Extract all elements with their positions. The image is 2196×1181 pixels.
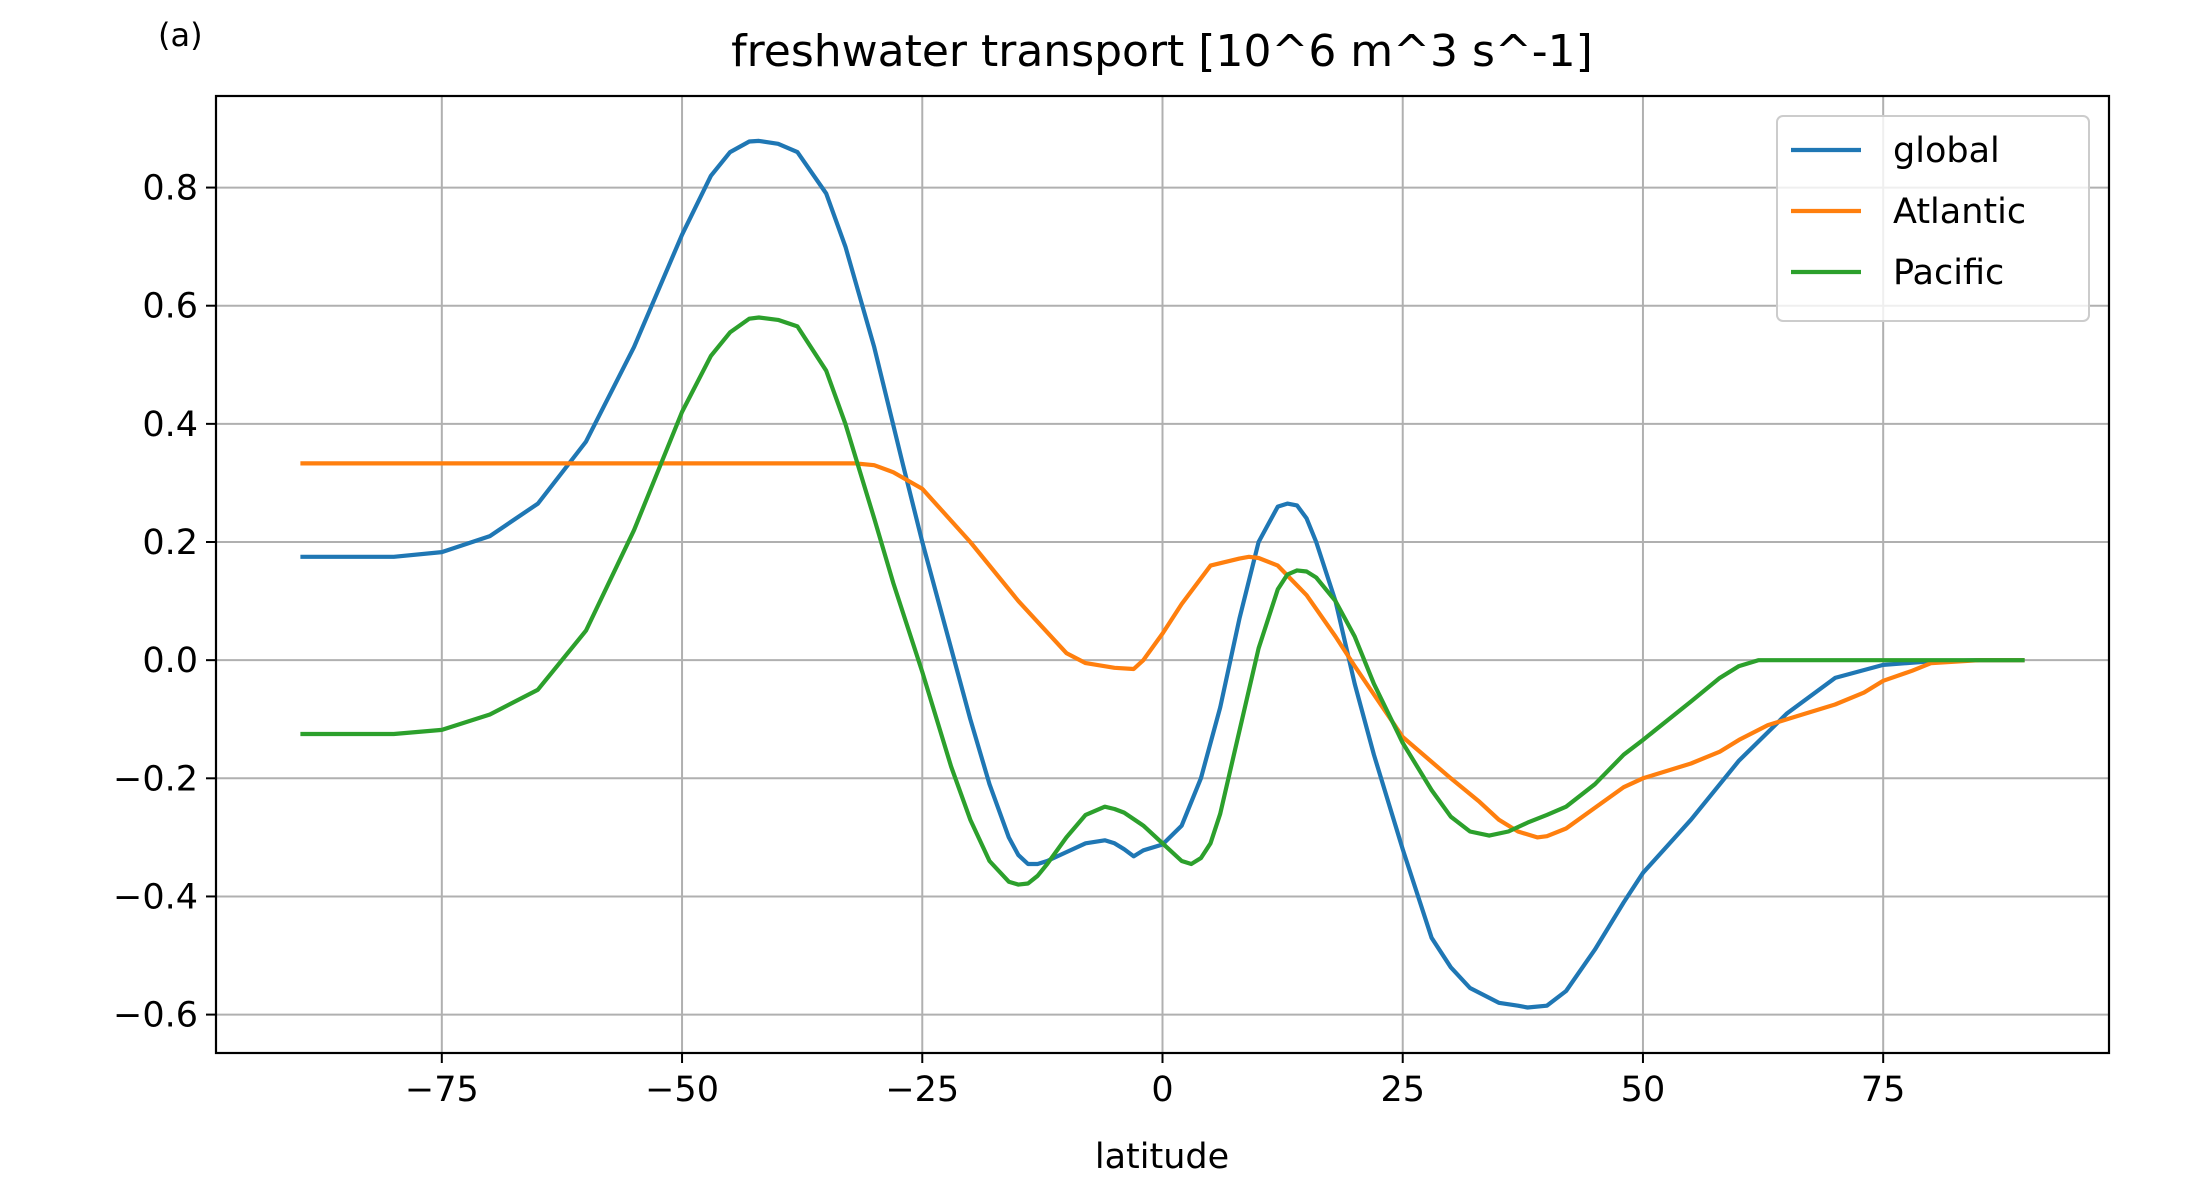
- y-axis: −0.6 −0.4 −0.2 0.0 0.2 0.4 0.6 0.8: [113, 169, 216, 1036]
- x-tick-label: −50: [645, 1070, 719, 1110]
- legend-label-pacific: Pacific: [1893, 253, 2004, 293]
- y-tick-label: −0.2: [113, 759, 198, 799]
- series-line-global: [300, 138, 2025, 1010]
- x-tick-label: −75: [405, 1070, 479, 1110]
- x-tick-label: 0: [1151, 1070, 1173, 1110]
- y-tick-label: 0.2: [142, 523, 198, 563]
- plot-area: [214, 94, 2111, 1055]
- x-axis: −75 −50 −25 0 25 50 75: [405, 1053, 1906, 1110]
- legend: global Atlantic Pacific: [1776, 115, 2090, 322]
- y-tick-label: 0.8: [142, 169, 198, 209]
- y-tick-label: 0.4: [142, 405, 198, 445]
- x-axis-label: latitude: [1095, 1137, 1229, 1177]
- x-tick-label: −25: [885, 1070, 959, 1110]
- x-tick-label: 25: [1380, 1070, 1425, 1110]
- y-tick-label: −0.4: [113, 877, 198, 917]
- legend-box: [1776, 115, 2090, 322]
- series-line-atlantic: [300, 461, 2025, 840]
- y-tick-label: 0.0: [142, 641, 198, 681]
- x-tick-label: 50: [1621, 1070, 1666, 1110]
- legend-label-atlantic: Atlantic: [1893, 192, 2026, 232]
- x-tick-label: 75: [1861, 1070, 1906, 1110]
- series-layer: [300, 138, 2025, 1010]
- series-line-pacific: [300, 315, 2025, 887]
- legend-label-global: global: [1893, 131, 2000, 171]
- y-tick-label: 0.6: [142, 287, 198, 327]
- y-tick-label: −0.6: [113, 996, 198, 1036]
- chart-title: freshwater transport [10^6 m^3 s^-1]: [731, 26, 1593, 77]
- panel-label: (a): [158, 16, 203, 54]
